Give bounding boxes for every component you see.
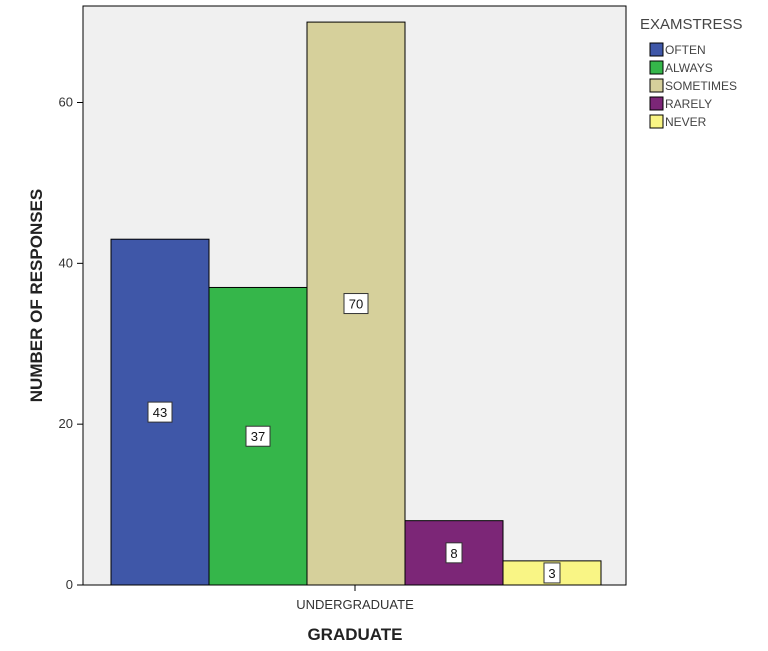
legend-swatch-sometimes	[649, 78, 664, 93]
data-label-box	[245, 425, 271, 447]
legend-swatch-rarely	[649, 96, 664, 111]
y-axis-title: NUMBER OF RESPONSES	[27, 189, 46, 402]
data-label-never: 3	[548, 566, 555, 581]
y-tick-label: 40	[59, 255, 73, 270]
legend-label-sometimes: SOMETIMES	[665, 79, 737, 93]
data-label-sometimes: 70	[349, 297, 363, 312]
data-label-box	[543, 562, 561, 584]
data-label-rarely: 8	[450, 546, 457, 561]
x-axis-title: GRADUATE	[307, 625, 402, 644]
y-tick-label: 0	[66, 577, 73, 592]
legend-swatch-never	[649, 114, 664, 129]
data-label-box	[445, 542, 463, 564]
legend-label-often: OFTEN	[665, 43, 706, 57]
legend-title: EXAMSTRESS	[640, 16, 743, 33]
legend-label-always: ALWAYS	[665, 61, 713, 75]
data-label-box	[343, 293, 369, 315]
y-tick-label: 60	[59, 95, 73, 110]
data-label-always: 37	[251, 429, 265, 444]
x-tick-label: UNDERGRADUATE	[296, 597, 414, 612]
legend-label-rarely: RARELY	[665, 97, 712, 111]
legend-swatch-always	[649, 60, 664, 75]
y-tick-label: 20	[59, 416, 73, 431]
legend: OFTEN ALWAYS SOMETIMES RARELY NEVER	[649, 42, 737, 129]
data-label-often: 43	[153, 405, 167, 420]
legend-swatch-often	[649, 42, 664, 57]
data-label-box	[147, 401, 173, 423]
legend-label-never: NEVER	[665, 115, 707, 129]
